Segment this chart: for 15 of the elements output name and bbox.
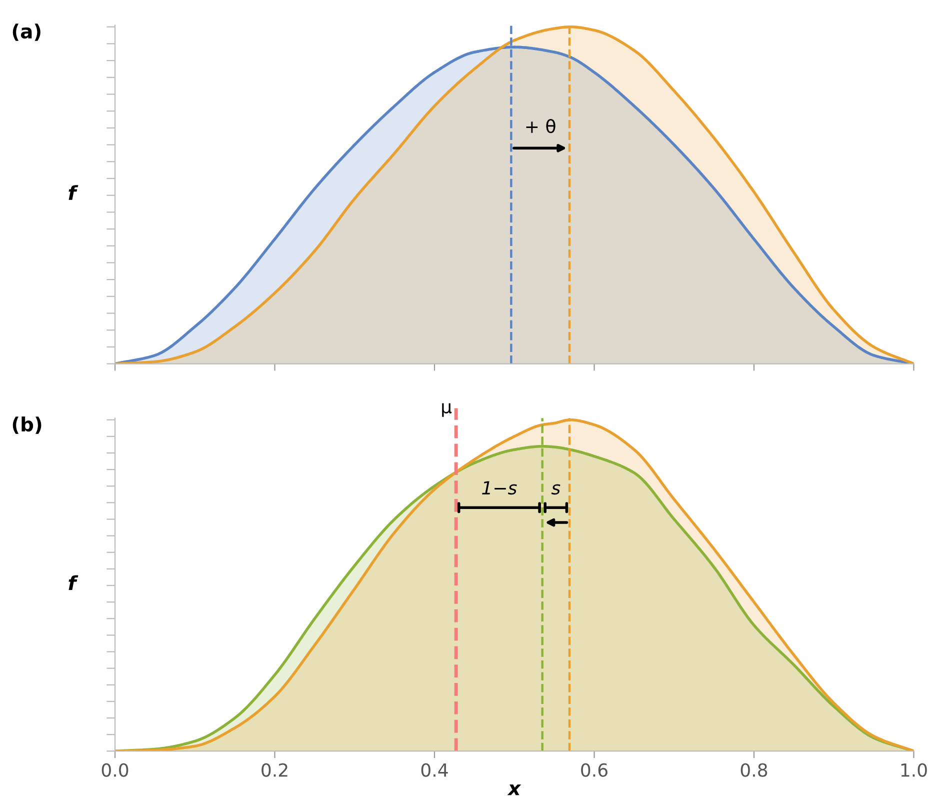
y-axis-title: f: [68, 575, 78, 590]
ref-line-label: μ: [442, 403, 452, 417]
x-tick-label: 0.8: [740, 763, 768, 777]
x-tick-label: 0.2: [262, 763, 288, 777]
x-tick-label: 0.6: [581, 763, 608, 777]
text: (a): [12, 24, 40, 41]
y-axis-title: f: [68, 185, 78, 200]
x-axis-title: x: [507, 784, 522, 796]
annotation: 1−s: [482, 481, 517, 495]
text: (b): [12, 416, 42, 434]
x-tick-label: 0.0: [102, 763, 128, 777]
x-tick-label: 0.4: [421, 763, 448, 777]
annotation: + θ: [526, 119, 556, 134]
x-tick-label: 1.0: [901, 763, 927, 777]
annotation: s: [551, 484, 560, 495]
